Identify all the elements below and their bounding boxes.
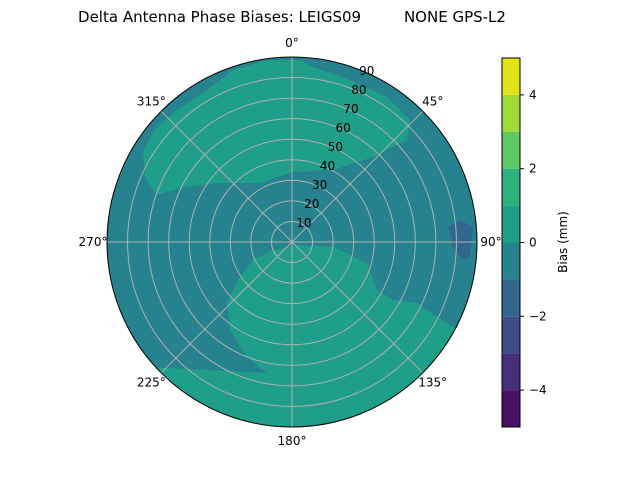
colorbar-segment (502, 58, 520, 95)
colorbar-segment (502, 316, 520, 354)
contour-fills (107, 57, 477, 427)
colorbar-segment (502, 353, 520, 391)
colorbar: −4 −2 0 2 4 (501, 57, 547, 428)
radial-tick-label: 50 (328, 140, 343, 154)
colorbar-segment (502, 279, 520, 317)
colorbar-segment (502, 205, 520, 243)
radial-tick-label: 20 (304, 197, 319, 211)
colorbar-segment (502, 94, 520, 132)
theta-tick-label: 270° (79, 235, 108, 249)
radial-tick-label: 90 (359, 64, 374, 78)
contour-region (107, 245, 477, 427)
radial-tick-label: 30 (312, 178, 327, 192)
theta-tick-label: 135° (418, 376, 447, 390)
theta-tick-label: 225° (137, 376, 166, 390)
colorbar-tick-label: −4 (529, 383, 547, 397)
angular-gridline (160, 110, 293, 243)
theta-tick-label: 180° (278, 434, 307, 448)
theta-tick-label: 45° (422, 94, 443, 108)
radial-tick-label: 60 (336, 121, 351, 135)
angular-gridline (291, 110, 424, 243)
polar-frame (106, 56, 478, 428)
radial-tick-label: 70 (343, 102, 358, 116)
colorbar-tick-label: 4 (529, 88, 537, 102)
colorbar-segment (502, 168, 520, 206)
colorbar-tick-label: −2 (529, 309, 547, 323)
colorbar-tick-label: 2 (529, 162, 537, 176)
theta-tick-label: 0° (285, 36, 299, 50)
polar-grid (107, 57, 477, 427)
angular-gridline (160, 241, 293, 374)
colorbar-tick-label: 0 (529, 236, 537, 250)
radial-tick-label: 80 (351, 83, 366, 97)
contour-region (448, 220, 473, 260)
radial-tick-label: 40 (320, 159, 335, 173)
colorbar-segment (502, 390, 520, 427)
colorbar-label: Bias (mm) (556, 211, 570, 273)
radial-tick-label: 10 (296, 216, 311, 230)
theta-tick-label: 90° (480, 235, 501, 249)
colorbar-segment (502, 242, 520, 280)
angular-gridline (291, 241, 424, 374)
chart-title: Delta Antenna Phase Biases: LEIGS09 NONE… (78, 8, 506, 26)
contour-region (143, 60, 410, 195)
theta-tick-label: 315° (137, 94, 166, 108)
colorbar-segment (502, 131, 520, 169)
